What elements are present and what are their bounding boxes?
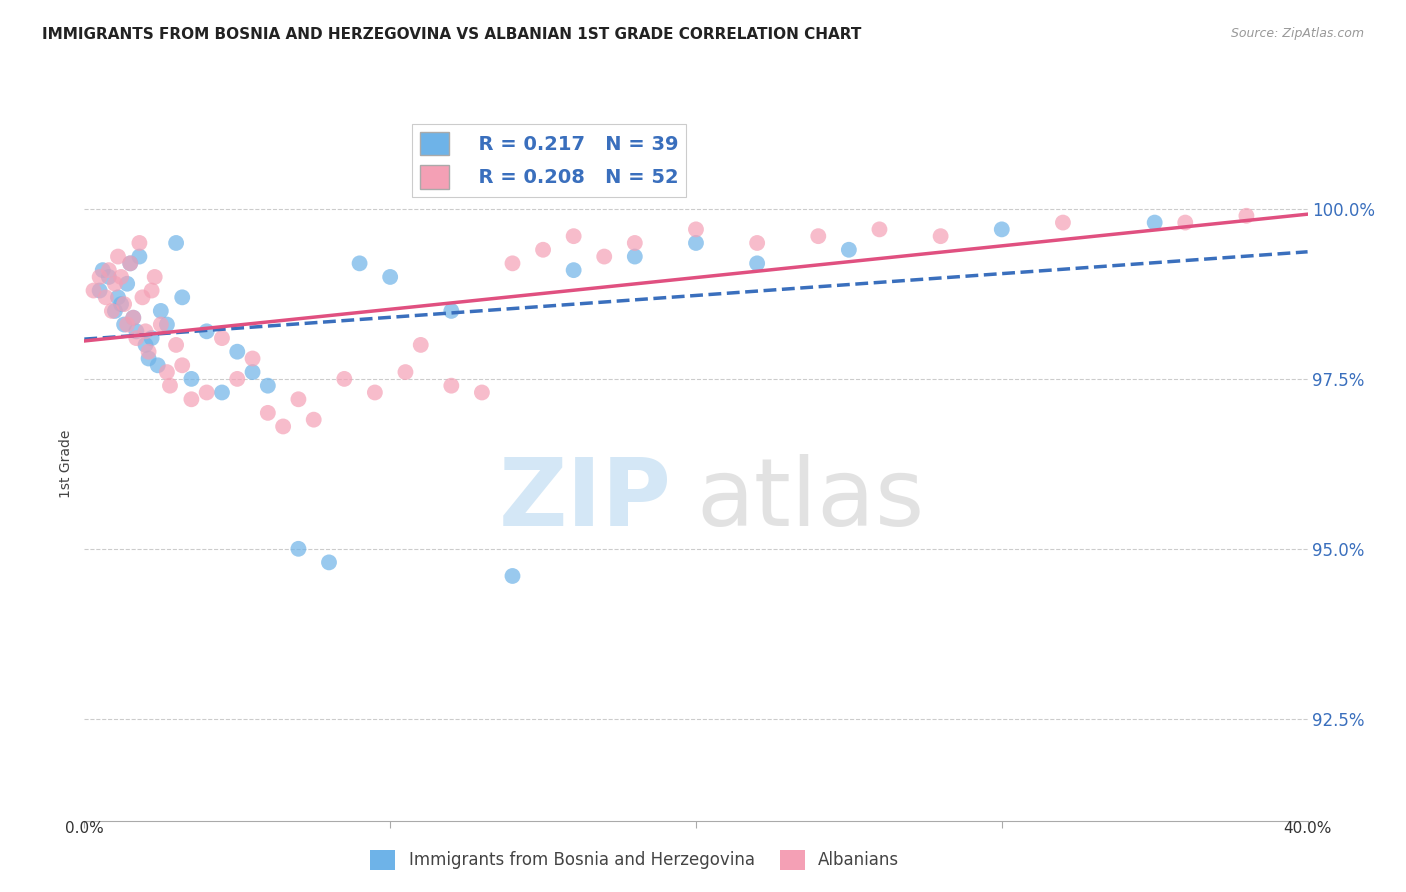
Point (146, 359, 169, 373)
Point (83, 284, 105, 298)
Point (172, 359, 194, 373)
Point (125, 324, 148, 338)
Legend: Immigrants from Bosnia and Herzegovina, Albanians: Immigrants from Bosnia and Herzegovina, … (364, 843, 905, 877)
Point (257, 378, 280, 392)
Point (271, 419, 294, 434)
Point (143, 269, 166, 284)
Point (685, 235, 707, 250)
Point (562, 263, 585, 277)
Point (302, 412, 325, 426)
Point (128, 235, 150, 250)
Point (745, 256, 768, 270)
Point (94, 290, 117, 304)
Point (242, 365, 264, 379)
Text: 40.0%: 40.0% (1284, 821, 1331, 836)
Point (531, 243, 554, 257)
Point (89, 269, 111, 284)
Point (156, 365, 179, 379)
Point (107, 290, 129, 304)
Point (149, 304, 172, 318)
Point (180, 372, 202, 386)
Text: 0.0%: 0.0% (65, 821, 104, 836)
Point (97, 269, 120, 284)
Point (141, 284, 163, 298)
Point (165, 235, 187, 250)
Point (440, 378, 463, 392)
Point (501, 569, 523, 583)
Point (97, 263, 120, 277)
Point (226, 372, 249, 386)
Point (471, 385, 494, 400)
Point (138, 351, 160, 366)
Point (128, 250, 150, 264)
Point (110, 269, 132, 284)
Point (122, 310, 145, 325)
Point (226, 344, 249, 359)
Point (409, 338, 432, 352)
Point (104, 304, 127, 318)
Point (685, 222, 707, 236)
Point (135, 338, 157, 352)
Point (107, 250, 129, 264)
Point (624, 250, 647, 264)
Point (115, 318, 138, 332)
Point (1234, 209, 1257, 223)
Point (745, 235, 768, 250)
Point (349, 256, 371, 270)
Point (110, 297, 132, 311)
Point (440, 304, 463, 318)
Point (1174, 216, 1197, 230)
Point (333, 372, 356, 386)
Point (807, 229, 830, 244)
Point (120, 256, 142, 270)
Point (141, 331, 163, 345)
Point (501, 256, 523, 270)
Point (115, 277, 138, 291)
Point (562, 229, 585, 244)
Text: atlas: atlas (696, 453, 924, 546)
Point (131, 290, 153, 304)
Point (318, 555, 340, 569)
Point (380, 269, 402, 284)
Text: ZIP: ZIP (499, 453, 672, 546)
Point (1052, 216, 1074, 230)
Point (242, 351, 264, 366)
Point (990, 222, 1012, 236)
Point (180, 392, 202, 407)
Point (135, 324, 157, 338)
Y-axis label: 1st Grade: 1st Grade (59, 430, 73, 498)
Point (156, 318, 179, 332)
Point (89, 284, 111, 298)
Point (593, 250, 616, 264)
Point (159, 378, 181, 392)
Point (364, 385, 387, 400)
Point (104, 277, 127, 291)
Point (120, 256, 142, 270)
Point (112, 318, 135, 332)
Point (172, 290, 194, 304)
Text: IMMIGRANTS FROM BOSNIA AND HERZEGOVINA VS ALBANIAN 1ST GRADE CORRELATION CHART: IMMIGRANTS FROM BOSNIA AND HERZEGOVINA V… (42, 27, 862, 42)
Point (91, 263, 114, 277)
Point (122, 310, 145, 325)
Point (211, 331, 233, 345)
Point (287, 541, 309, 556)
Point (1143, 216, 1166, 230)
Point (195, 385, 218, 400)
Point (838, 243, 860, 257)
Point (125, 331, 148, 345)
Point (257, 406, 280, 420)
Point (138, 344, 160, 359)
Point (287, 392, 309, 407)
Point (624, 235, 647, 250)
Point (165, 338, 187, 352)
Point (195, 324, 218, 338)
Point (149, 318, 172, 332)
Text: Source: ZipAtlas.com: Source: ZipAtlas.com (1230, 27, 1364, 40)
Point (112, 297, 135, 311)
Point (869, 222, 891, 236)
Point (929, 229, 952, 244)
Point (211, 385, 233, 400)
Point (394, 365, 416, 379)
Point (101, 304, 124, 318)
